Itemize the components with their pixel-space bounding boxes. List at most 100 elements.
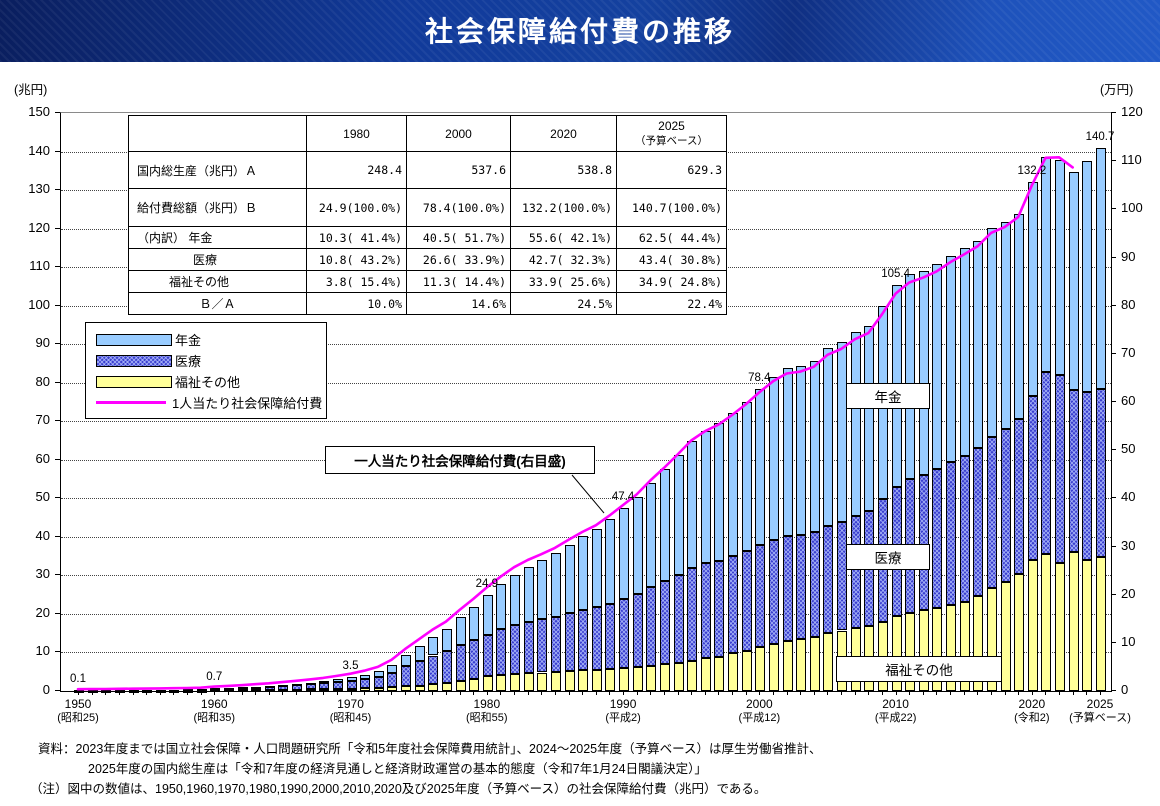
bar-segment-welfare — [510, 673, 521, 691]
left-axis-tick-label: 100 — [28, 296, 50, 312]
bar-segment-pension — [905, 274, 916, 480]
bar-segment-pension — [1055, 160, 1066, 376]
bar-segment-medical — [687, 568, 698, 662]
bar-segment-medical — [755, 544, 766, 648]
bar-segment-medical — [523, 621, 534, 673]
page-title: 社会保障給付費の推移 — [424, 16, 735, 47]
bar-segment-medical — [1041, 371, 1052, 555]
bar-segment-welfare — [482, 676, 493, 691]
bar-segment-medical — [414, 660, 425, 686]
right-axis-tick-label: 60 — [1121, 393, 1136, 408]
bar-segment-pension — [332, 679, 343, 683]
bar-segment-welfare — [1000, 581, 1011, 691]
bar-segment-medical — [632, 594, 643, 668]
cell: 78.4(100.0%) — [406, 188, 511, 227]
bar-segment-pension — [537, 560, 548, 620]
bar-segment-medical — [619, 599, 630, 669]
bar-segment-pension — [632, 497, 643, 595]
bar-segment-medical — [1014, 419, 1025, 574]
bar-segment-medical — [700, 563, 711, 659]
bar-segment-pension — [659, 469, 670, 582]
right-axis-tick-label: 80 — [1121, 296, 1136, 312]
bar-segment-pension — [864, 325, 875, 511]
bar-segment-pension — [673, 455, 684, 575]
bar-segment-pension — [809, 360, 820, 533]
bar-segment-pension — [700, 430, 711, 564]
bar-segment-medical — [1096, 389, 1106, 557]
legend-label: 医療 — [175, 354, 202, 369]
bar-segment-welfare — [292, 689, 303, 692]
bar-segment-pension — [305, 682, 316, 685]
legend-label: 年金 — [175, 333, 202, 348]
bar-segment-welfare — [264, 689, 275, 692]
bar-segment-welfare — [796, 639, 807, 691]
right-axis-tick-label: 90 — [1121, 248, 1136, 264]
table-row: （内訳） 年金 10.3( 41.4%) 40.5( 51.7%) 55.6( … — [128, 226, 727, 249]
table-row: 給付費総額（兆円）Ｂ 24.9(100.0%) 78.4(100.0%) 132… — [128, 188, 727, 227]
left-axis-tick-label: 130 — [28, 181, 50, 197]
x-axis-label-2020: 2020 (令和2) — [1014, 697, 1050, 724]
bar-segment-welfare — [741, 650, 752, 691]
bar-segment-pension — [591, 529, 602, 607]
bar-segment-welfare — [728, 653, 739, 691]
bar-segment-welfare — [1082, 559, 1093, 691]
bar-segment-pension — [850, 332, 861, 516]
bar-segment-medical — [578, 609, 589, 671]
cell: 140.7(100.0%) — [616, 188, 727, 227]
bar-segment-pension — [782, 368, 793, 536]
bar-segment-pension — [823, 348, 834, 527]
cell: 62.5( 44.4%) — [616, 226, 727, 249]
bar-segment-pension — [687, 440, 698, 569]
x-axis-label-1990: 1990 (平成2) — [605, 697, 641, 724]
line-swatch-icon — [96, 401, 166, 404]
right-axis-unit: (万円) — [1100, 83, 1134, 97]
bar-segment-medical — [741, 551, 752, 651]
bar-segment-welfare — [537, 672, 548, 691]
bar-segment-pension — [455, 617, 466, 646]
bar-segment-pension — [986, 228, 997, 437]
x-axis-label-1980: 1980 (昭和55) — [466, 697, 508, 724]
cell: 10.8( 43.2%) — [306, 248, 407, 271]
bar-segment-pension — [319, 681, 330, 684]
bar-segment-pension — [496, 584, 507, 630]
bar-segment-medical — [823, 526, 834, 633]
legend-item-welfare: 福祉その他 — [96, 371, 326, 392]
bar-segment-pension — [564, 544, 575, 613]
bar-segment-welfare — [210, 690, 221, 693]
right-axis-tick-label: 20 — [1121, 585, 1136, 601]
bar-segment-medical — [714, 560, 725, 657]
row-label: 国内総生産（兆円）Ａ — [128, 151, 307, 189]
cell: 40.5( 51.7%) — [406, 226, 511, 249]
bar-segment-welfare — [469, 678, 480, 691]
bar-segment-welfare — [700, 658, 711, 691]
cell: 42.7( 32.3%) — [510, 248, 617, 271]
bar-segment-welfare — [1096, 556, 1106, 691]
legend-label: 福祉その他 — [175, 375, 241, 390]
bar-segment-welfare — [373, 688, 384, 691]
bar-segment-welfare — [646, 665, 657, 691]
bar-segment-medical — [319, 683, 330, 690]
right-axis-tick-label: 10 — [1121, 633, 1136, 649]
right-axis-tick-label: 30 — [1121, 537, 1136, 553]
x-axis-label-1970: 1970 (昭和45) — [329, 697, 372, 724]
bar-segment-pension — [414, 645, 425, 661]
bar-segment-pension — [728, 412, 739, 556]
bar-segment-welfare — [659, 663, 670, 691]
left-axis-tick-label: 140 — [28, 142, 50, 158]
bar-segment-pension — [87, 690, 98, 693]
bar-segment-pension — [223, 687, 234, 690]
bar-segment-medical — [673, 575, 684, 663]
cell: 43.4( 30.8%) — [616, 248, 727, 271]
bar-segment-welfare — [332, 689, 343, 692]
bar-segment-pension — [441, 628, 452, 652]
right-axis-tick-label: 0 — [1121, 682, 1129, 697]
bar-segment-medical — [360, 678, 371, 689]
footnote: （注）図中の数値は、1950,1960,1970,1980,1990,2000,… — [30, 782, 767, 796]
bar-segment-pension — [346, 677, 357, 681]
bar-segment-medical — [728, 555, 739, 654]
bar-segment-medical — [1068, 390, 1079, 553]
cell: 10.3( 41.4%) — [306, 226, 407, 249]
right-axis-tick-label: 120 — [1121, 104, 1143, 119]
bar-segment-medical — [973, 447, 984, 597]
bar-segment-pension — [605, 519, 616, 604]
